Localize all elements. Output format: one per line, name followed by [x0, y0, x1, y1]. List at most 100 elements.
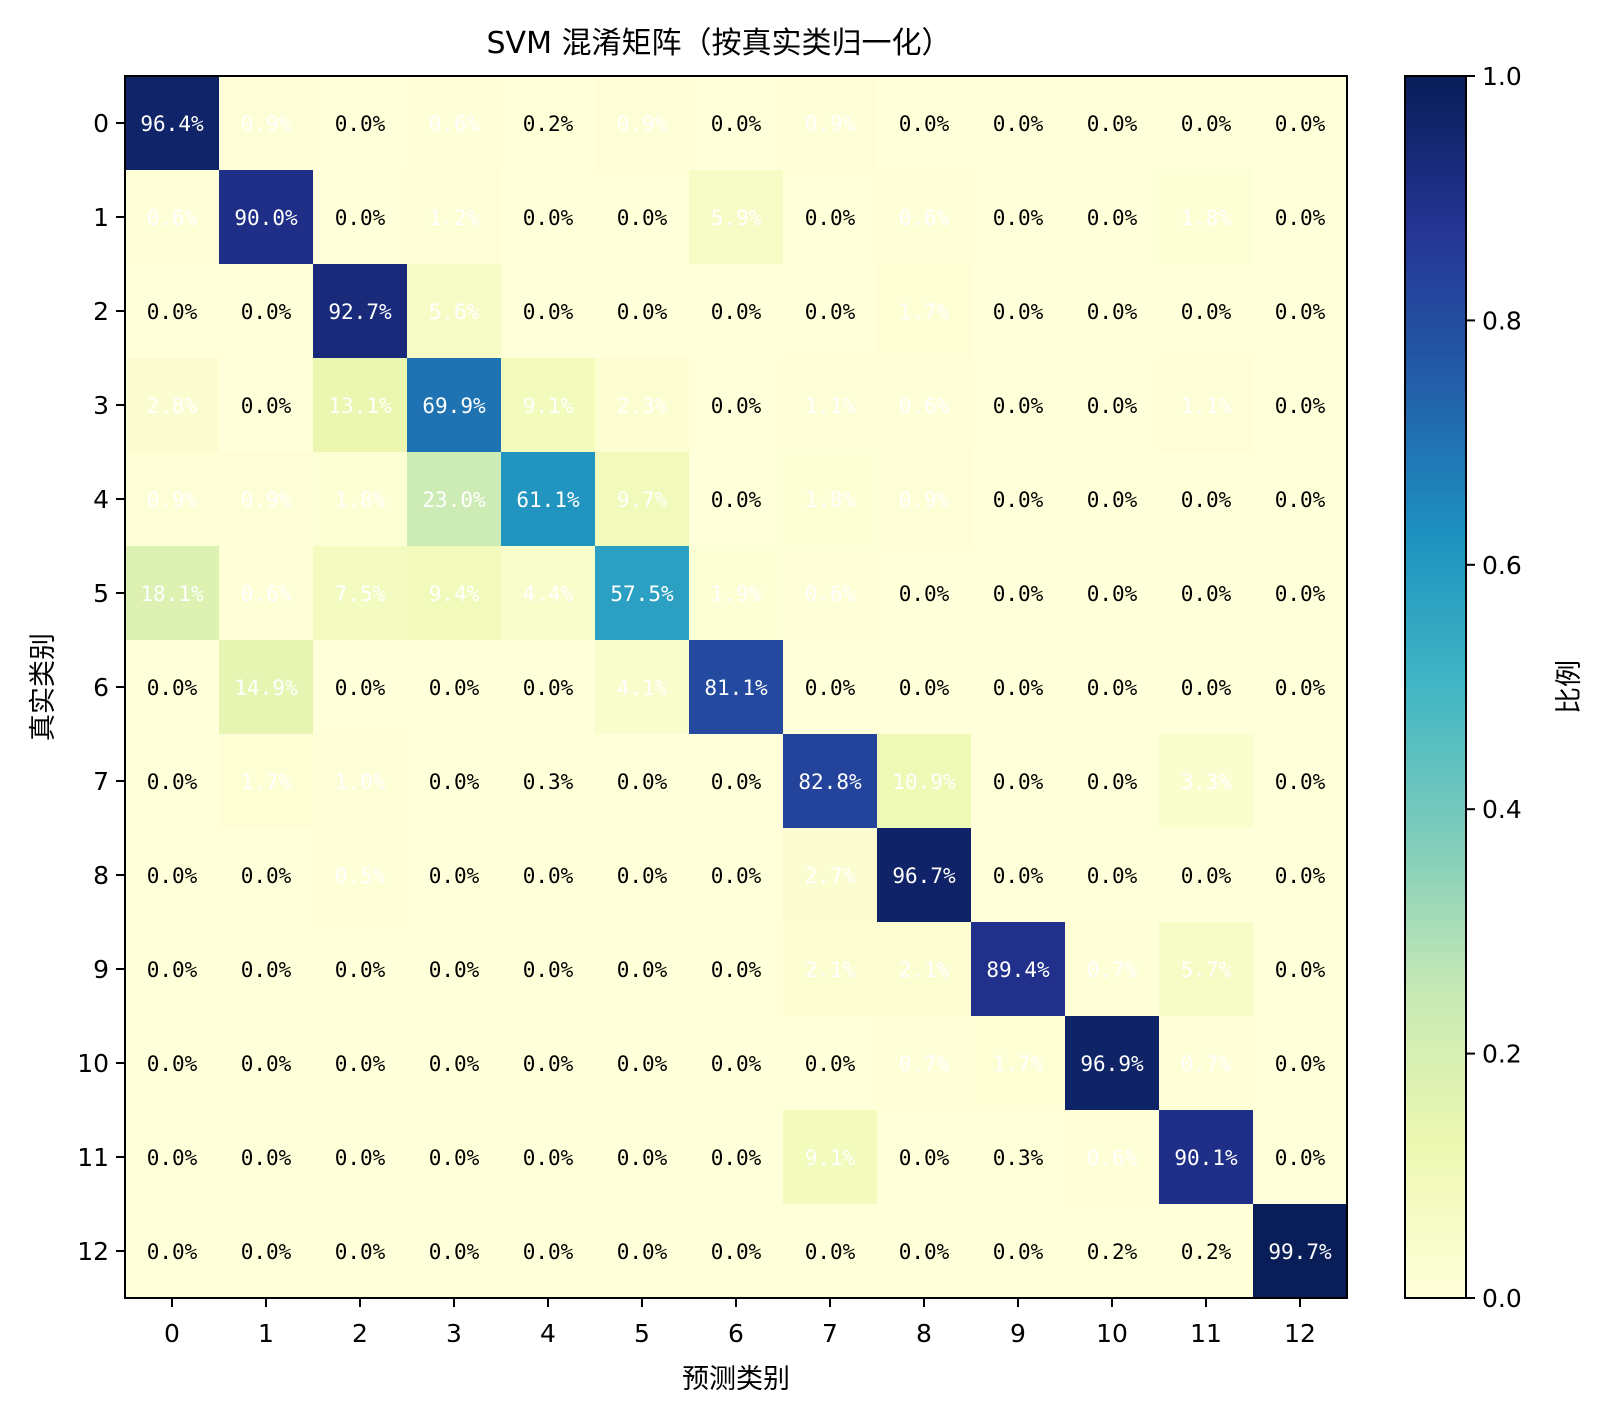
cell-value-label: 90.0%	[234, 206, 298, 230]
cell-value-label: 0.0%	[993, 488, 1044, 512]
cell-value-label: 0.3%	[523, 770, 574, 794]
heatmap-cell	[1159, 734, 1254, 829]
heatmap-cell	[595, 358, 690, 453]
cell-value-label: 1.1%	[805, 394, 856, 418]
heatmap-cell	[971, 640, 1066, 735]
heatmap-cell	[313, 76, 408, 171]
cell-value-label: 0.0%	[429, 1146, 480, 1170]
heatmap-cell	[1253, 640, 1348, 735]
cell-value-label: 0.0%	[805, 206, 856, 230]
heatmap-cell	[219, 640, 314, 735]
heatmap-cell	[1253, 1110, 1348, 1205]
heatmap-cell-labels: 96.4% 0.9% 0.0% 0.6% 0.2% 0.9% 0.0% 0.9% 0.0% 0.0…	[140, 112, 1332, 1264]
cell-value-label: 9.1%	[523, 394, 574, 418]
cell-value-label: 90.1%	[1174, 1146, 1238, 1170]
cell-value-label: 7.5%	[335, 582, 386, 606]
heatmap-cell	[689, 1016, 784, 1111]
heatmap-cell	[783, 1204, 878, 1299]
y-tick-label: 10	[77, 1049, 109, 1078]
heatmap-cell	[1159, 640, 1254, 735]
cell-value-label: 0.0%	[523, 864, 574, 888]
y-tick-label: 6	[93, 673, 109, 702]
cell-value-label: 0.0%	[241, 1240, 292, 1264]
heatmap-cell	[595, 76, 690, 171]
heatmap-cell	[877, 76, 972, 171]
y-tick-label: 8	[93, 861, 109, 890]
heatmap-cell	[595, 1204, 690, 1299]
heatmap-cell	[783, 264, 878, 359]
heatmap-cell	[313, 264, 408, 359]
heatmap-cell	[783, 734, 878, 829]
cell-value-label: 0.0%	[1275, 582, 1326, 606]
heatmap-cell	[407, 922, 502, 1017]
colorbar-label: 比例	[1554, 660, 1585, 714]
cell-value-label: 13.1%	[328, 394, 392, 418]
cell-value-label: 0.0%	[711, 300, 762, 324]
cell-value-label: 5.6%	[429, 300, 480, 324]
heatmap-cell	[219, 170, 314, 265]
cell-value-label: 0.0%	[993, 394, 1044, 418]
heatmap-cell	[1159, 1110, 1254, 1205]
heatmap-cell	[313, 1110, 408, 1205]
cell-value-label: 0.0%	[147, 676, 198, 700]
cell-value-label: 0.0%	[335, 206, 386, 230]
cell-value-label: 0.0%	[241, 958, 292, 982]
cell-value-label: 0.0%	[147, 864, 198, 888]
cell-value-label: 0.0%	[1275, 1052, 1326, 1076]
heatmap-cell	[689, 640, 784, 735]
cell-value-label: 0.0%	[1181, 864, 1232, 888]
heatmap-cell	[501, 734, 596, 829]
cell-value-label: 0.0%	[1087, 676, 1138, 700]
cell-value-label: 0.0%	[805, 1240, 856, 1264]
cell-value-label: 0.0%	[1275, 676, 1326, 700]
cell-value-label: 0.2%	[1087, 1240, 1138, 1264]
y-tick-label: 5	[93, 579, 109, 608]
heatmap-cell	[877, 452, 972, 547]
heatmap-cell	[783, 170, 878, 265]
heatmap-cell	[877, 734, 972, 829]
heatmap-cell	[971, 358, 1066, 453]
cell-value-label: 0.2%	[1181, 1240, 1232, 1264]
cell-value-label: 0.0%	[523, 206, 574, 230]
heatmap-cell	[783, 358, 878, 453]
x-axis-ticks: 0 1 2 3 4 5 6 7 8 9 10 11 12	[164, 1298, 1316, 1348]
cell-value-label: 81.1%	[704, 676, 768, 700]
cell-value-label: 0.9%	[899, 488, 950, 512]
cell-value-label: 0.0%	[993, 300, 1044, 324]
cell-value-label: 0.2%	[523, 112, 574, 136]
heatmap-cell	[407, 1016, 502, 1111]
heatmap-cell	[219, 1110, 314, 1205]
y-tick-label: 2	[93, 297, 109, 326]
heatmap-cell	[501, 922, 596, 1017]
heatmap-cell	[501, 358, 596, 453]
cell-value-label: 0.0%	[805, 676, 856, 700]
cell-value-label: 0.0%	[993, 864, 1044, 888]
cell-value-label: 1.2%	[429, 206, 480, 230]
heatmap-cell	[689, 1110, 784, 1205]
heatmap-cell	[219, 828, 314, 923]
heatmap-cell	[1159, 76, 1254, 171]
cell-value-label: 0.6%	[1087, 1146, 1138, 1170]
heatmap-cell	[595, 1110, 690, 1205]
heatmap-cell	[219, 546, 314, 641]
cell-value-label: 0.7%	[1087, 958, 1138, 982]
cell-value-label: 0.0%	[1275, 112, 1326, 136]
heatmap-cell	[219, 358, 314, 453]
cell-value-label: 0.0%	[147, 300, 198, 324]
heatmap-cell	[783, 922, 878, 1017]
y-tick-label: 11	[77, 1143, 109, 1172]
cell-value-label: 99.7%	[1268, 1240, 1332, 1264]
cell-value-label: 0.0%	[147, 1052, 198, 1076]
cell-value-label: 82.8%	[798, 770, 862, 794]
cell-value-label: 0.0%	[147, 958, 198, 982]
heatmap-cell	[501, 76, 596, 171]
heatmap-cell	[1065, 734, 1160, 829]
heatmap-cell	[501, 546, 596, 641]
heatmap-cell	[125, 546, 220, 641]
heatmap-cell	[971, 1110, 1066, 1205]
heatmap-cell	[407, 170, 502, 265]
heatmap-cell	[1253, 358, 1348, 453]
cell-value-label: 0.0%	[1087, 300, 1138, 324]
heatmap-cell	[783, 452, 878, 547]
